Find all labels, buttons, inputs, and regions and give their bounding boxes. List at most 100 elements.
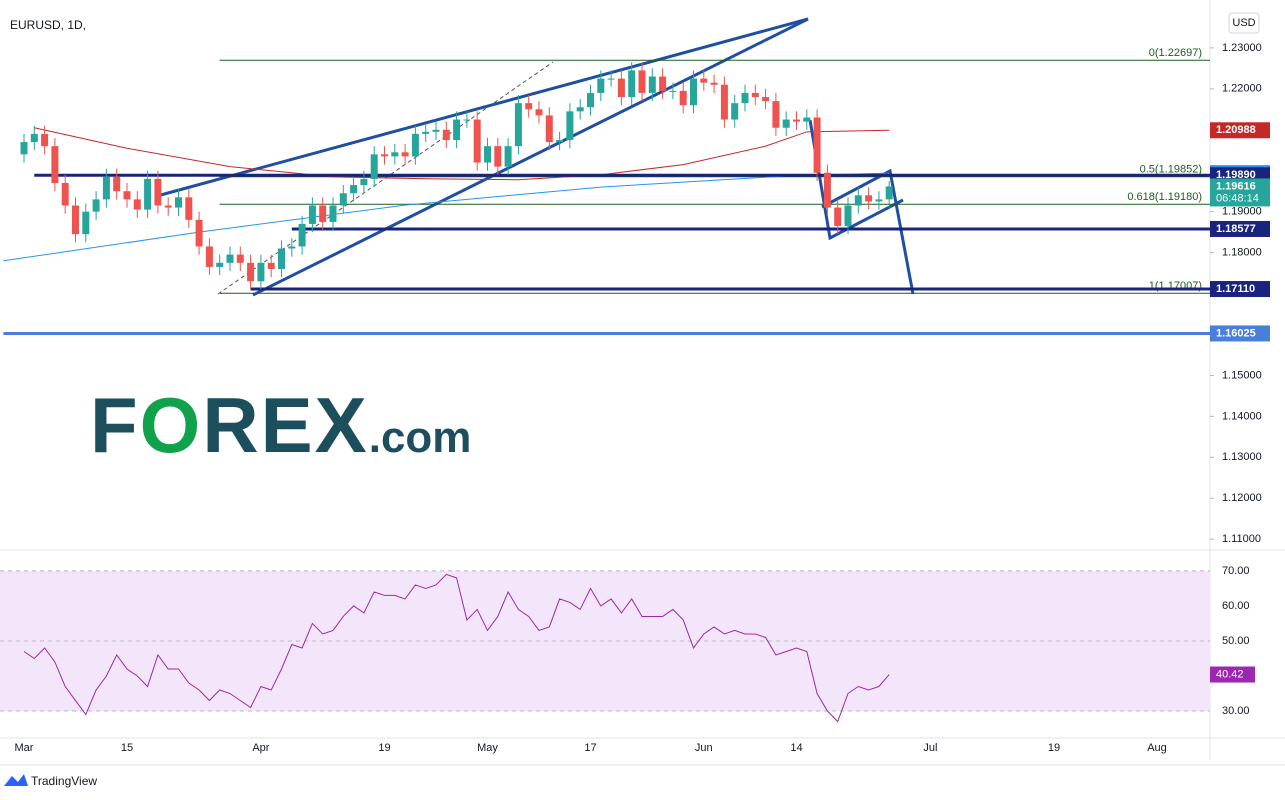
- candle-body: [360, 178, 368, 186]
- candle-body: [236, 254, 244, 263]
- logo-part: REX: [202, 381, 369, 469]
- candle-body: [102, 176, 110, 200]
- fib-label: 0.5(1.19852): [1140, 164, 1202, 176]
- candle-body: [885, 186, 893, 200]
- candle-body: [391, 152, 399, 157]
- candle-body: [41, 133, 49, 147]
- symbol-title: EURUSD, 1D,: [10, 18, 86, 32]
- footer-brand[interactable]: TradingView: [31, 774, 97, 788]
- candle-body: [762, 97, 770, 102]
- candle-body: [545, 115, 553, 143]
- x-tick-label: Mar: [15, 742, 34, 754]
- candle-body: [566, 111, 574, 141]
- countdown: 06:48:14: [1216, 192, 1259, 204]
- candle-body: [782, 119, 790, 128]
- y-tick-label: 1.12000: [1222, 492, 1262, 504]
- rsi-price-label-box: [1210, 666, 1255, 683]
- candle-body: [659, 76, 667, 91]
- y-tick-label: 1.23000: [1222, 42, 1262, 54]
- candle-body: [803, 117, 811, 122]
- candle-body: [597, 78, 605, 93]
- candle-body: [205, 246, 213, 267]
- x-tick-label: Jun: [695, 742, 713, 754]
- price-label: 1.17110: [1216, 283, 1255, 295]
- candle-body: [185, 197, 193, 220]
- price-label: 1.19890: [1216, 169, 1256, 181]
- x-tick-label: May: [477, 742, 498, 754]
- y-tick-label: 1.15000: [1222, 369, 1262, 381]
- candle-body: [329, 205, 337, 222]
- candle-body: [854, 195, 862, 206]
- candle-body: [751, 92, 759, 98]
- price-label-box: [1210, 178, 1270, 207]
- currency[interactable]: USD: [1232, 17, 1255, 29]
- candle-body: [494, 146, 502, 167]
- frame: [0, 0, 1285, 766]
- tradingview-icon: [4, 774, 28, 786]
- rsi-tick-label: 60.00: [1222, 600, 1250, 612]
- logo-part: F: [90, 381, 140, 469]
- candle-body: [700, 78, 708, 83]
- candle-body: [442, 129, 450, 141]
- candle-body: [195, 219, 203, 247]
- candle-body: [648, 76, 656, 93]
- candle-body: [463, 119, 471, 121]
- candle-body: [865, 195, 873, 202]
- candle-body: [453, 119, 461, 141]
- candle-body: [679, 90, 687, 106]
- candle-body: [92, 199, 100, 212]
- rsi-line: [23, 573, 890, 723]
- price-label: 1.16025: [1216, 327, 1256, 339]
- candle-body: [154, 178, 162, 206]
- candle-body: [504, 146, 512, 167]
- candle-body: [82, 211, 90, 235]
- candle-body: [51, 146, 59, 183]
- candle-body: [669, 90, 677, 92]
- price-label-box: [1210, 220, 1270, 237]
- rsi-price-label: 40.42: [1216, 668, 1244, 680]
- candle-body: [690, 78, 697, 106]
- price-label-box: [1210, 281, 1270, 298]
- y-tick-label: 1.13000: [1222, 451, 1262, 463]
- candle-body: [350, 185, 358, 194]
- candle-body: [401, 152, 409, 157]
- fib-label: 0(1.22697): [1149, 47, 1202, 59]
- candle-body: [133, 199, 141, 210]
- rsi-band: [0, 570, 1210, 712]
- fib-label: 0.618(1.19180): [1127, 191, 1202, 203]
- moving-average: [34, 127, 890, 181]
- candle-body: [587, 92, 594, 108]
- logo-part: .com: [368, 413, 472, 462]
- candle-body: [422, 131, 430, 134]
- candle-body: [319, 205, 327, 222]
- candle-body: [772, 101, 780, 128]
- candle-body: [628, 70, 636, 98]
- x-tick-label: Apr: [252, 742, 269, 754]
- price-label-box: [1210, 325, 1270, 342]
- candle-body: [30, 133, 38, 143]
- candle-body: [113, 176, 121, 192]
- y-tick-label: 1.11000: [1222, 533, 1261, 545]
- currency-box[interactable]: [1228, 12, 1260, 34]
- trend-line: [821, 168, 915, 295]
- candle-body: [267, 262, 275, 269]
- candle-body: [823, 172, 831, 208]
- candle-body: [226, 254, 234, 263]
- candle-body: [216, 262, 224, 267]
- candle-body: [813, 117, 821, 173]
- candle-body: [875, 199, 883, 202]
- candle-body: [308, 205, 316, 224]
- candle-body: [298, 223, 306, 247]
- candle-body: [525, 103, 533, 110]
- tradingview-logo[interactable]: [4, 774, 28, 786]
- x-tick-label: 14: [790, 742, 802, 754]
- trend-line: [156, 17, 809, 198]
- candle-body: [834, 207, 842, 226]
- candle-body: [638, 70, 646, 93]
- rsi-tick-label: 50.00: [1222, 635, 1250, 647]
- candle-body: [556, 140, 564, 143]
- candle-body: [432, 129, 440, 132]
- y-tick-label: 1.19000: [1222, 206, 1262, 218]
- x-tick-label: Aug: [1147, 742, 1167, 754]
